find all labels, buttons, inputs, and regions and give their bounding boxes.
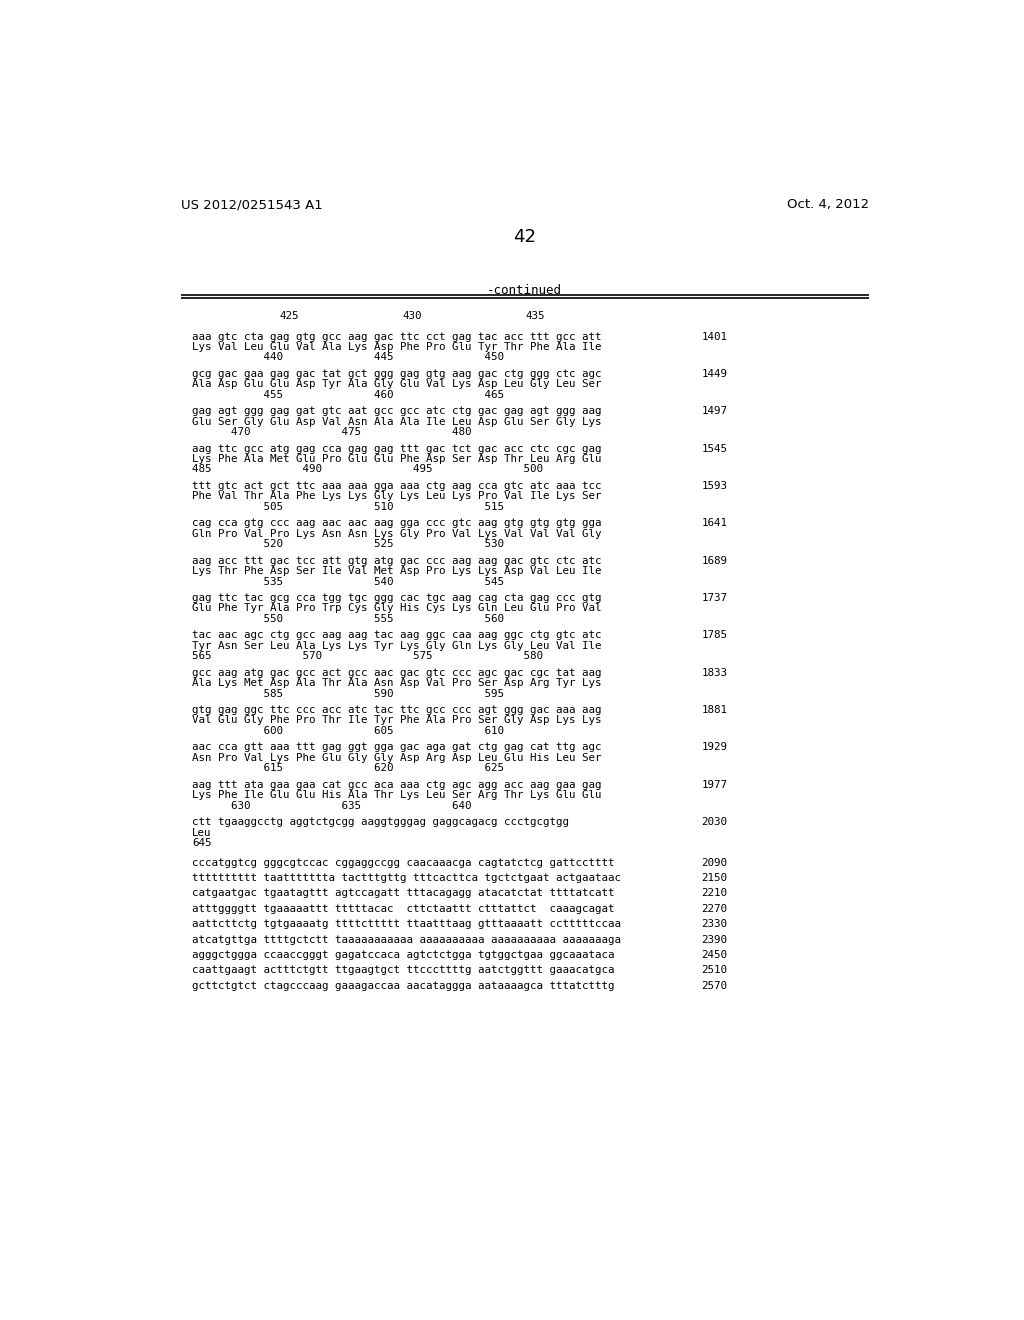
Text: aattcttctg tgtgaaaatg ttttcttttt ttaatttaag gtttaaaatt cctttttccaa: aattcttctg tgtgaaaatg ttttcttttt ttaattt… xyxy=(193,919,622,929)
Text: Leu: Leu xyxy=(193,828,212,837)
Text: -continued: -continued xyxy=(487,284,562,297)
Text: 425: 425 xyxy=(280,312,299,321)
Text: 42: 42 xyxy=(513,227,537,246)
Text: 520              525              530: 520 525 530 xyxy=(193,539,505,549)
Text: 440              445              450: 440 445 450 xyxy=(193,352,505,363)
Text: Asn Pro Val Lys Phe Glu Gly Gly Asp Arg Asp Leu Glu His Leu Ser: Asn Pro Val Lys Phe Glu Gly Gly Asp Arg … xyxy=(193,752,602,763)
Text: atttggggtt tgaaaaattt tttttacac  cttctaattt ctttattct  caaagcagat: atttggggtt tgaaaaattt tttttacac cttctaat… xyxy=(193,904,614,913)
Text: 1641: 1641 xyxy=(701,519,727,528)
Text: caattgaagt actttctgtt ttgaagtgct ttcccttttg aatctggttt gaaacatgca: caattgaagt actttctgtt ttgaagtgct ttccctt… xyxy=(193,965,614,975)
Text: 645: 645 xyxy=(193,838,212,847)
Text: Lys Val Leu Glu Val Ala Lys Asp Phe Pro Glu Tyr Thr Phe Ala Ile: Lys Val Leu Glu Val Ala Lys Asp Phe Pro … xyxy=(193,342,602,352)
Text: aag acc ttt gac tcc att gtg atg gac ccc aag aag gac gtc ctc atc: aag acc ttt gac tcc att gtg atg gac ccc … xyxy=(193,556,602,566)
Text: Val Glu Gly Phe Pro Thr Ile Tyr Phe Ala Pro Ser Gly Asp Lys Lys: Val Glu Gly Phe Pro Thr Ile Tyr Phe Ala … xyxy=(193,715,602,726)
Text: atcatgttga ttttgctctt taaaaaaaaaaa aaaaaaaaaa aaaaaaaaaa aaaaaaaga: atcatgttga ttttgctctt taaaaaaaaaaa aaaaa… xyxy=(193,935,622,945)
Text: gcttctgtct ctagcccaag gaaagaccaa aacataggga aataaaagca tttatctttg: gcttctgtct ctagcccaag gaaagaccaa aacatag… xyxy=(193,981,614,991)
Text: 600              605              610: 600 605 610 xyxy=(193,726,505,735)
Text: 2030: 2030 xyxy=(701,817,727,828)
Text: Phe Val Thr Ala Phe Lys Lys Gly Lys Leu Lys Pro Val Ile Lys Ser: Phe Val Thr Ala Phe Lys Lys Gly Lys Leu … xyxy=(193,491,602,502)
Text: tac aac agc ctg gcc aag aag tac aag ggc caa aag ggc ctg gtc atc: tac aac agc ctg gcc aag aag tac aag ggc … xyxy=(193,631,602,640)
Text: 485              490              495              500: 485 490 495 500 xyxy=(193,465,544,474)
Text: aag ttc gcc atg gag cca gag gag ttt gac tct gac acc ctc cgc gag: aag ttc gcc atg gag cca gag gag ttt gac … xyxy=(193,444,602,454)
Text: 505              510              515: 505 510 515 xyxy=(193,502,505,512)
Text: 1881: 1881 xyxy=(701,705,727,715)
Text: 535              540              545: 535 540 545 xyxy=(193,577,505,586)
Text: aac cca gtt aaa ttt gag ggt gga gac aga gat ctg gag cat ttg agc: aac cca gtt aaa ttt gag ggt gga gac aga … xyxy=(193,742,602,752)
Text: 2270: 2270 xyxy=(701,904,727,913)
Text: 435: 435 xyxy=(525,312,545,321)
Text: 2390: 2390 xyxy=(701,935,727,945)
Text: 1833: 1833 xyxy=(701,668,727,677)
Text: cag cca gtg ccc aag aac aac aag gga ccc gtc aag gtg gtg gtg gga: cag cca gtg ccc aag aac aac aag gga ccc … xyxy=(193,519,602,528)
Text: ttt gtc act gct ttc aaa aaa gga aaa ctg aag cca gtc atc aaa tcc: ttt gtc act gct ttc aaa aaa gga aaa ctg … xyxy=(193,480,602,491)
Text: Glu Ser Gly Glu Asp Val Asn Ala Ala Ile Leu Asp Glu Ser Gly Lys: Glu Ser Gly Glu Asp Val Asn Ala Ala Ile … xyxy=(193,417,602,426)
Text: 2090: 2090 xyxy=(701,858,727,867)
Text: 1689: 1689 xyxy=(701,556,727,566)
Text: gag agt ggg gag gat gtc aat gcc gcc atc ctg gac gag agt ggg aag: gag agt ggg gag gat gtc aat gcc gcc atc … xyxy=(193,407,602,416)
Text: 1785: 1785 xyxy=(701,631,727,640)
Text: 1593: 1593 xyxy=(701,480,727,491)
Text: Lys Thr Phe Asp Ser Ile Val Met Asp Pro Lys Lys Asp Val Leu Ile: Lys Thr Phe Asp Ser Ile Val Met Asp Pro … xyxy=(193,566,602,576)
Text: 430: 430 xyxy=(402,312,422,321)
Text: 550              555              560: 550 555 560 xyxy=(193,614,505,624)
Text: 1737: 1737 xyxy=(701,593,727,603)
Text: ctt tgaaggcctg aggtctgcgg aaggtgggag gaggcagacg ccctgcgtgg: ctt tgaaggcctg aggtctgcgg aaggtgggag gag… xyxy=(193,817,569,828)
Text: 1545: 1545 xyxy=(701,444,727,454)
Text: 470              475              480: 470 475 480 xyxy=(193,428,472,437)
Text: 2150: 2150 xyxy=(701,873,727,883)
Text: 1977: 1977 xyxy=(701,780,727,789)
Text: gcg gac gaa gag gac tat gct ggg gag gtg aag gac ctg ggg ctc agc: gcg gac gaa gag gac tat gct ggg gag gtg … xyxy=(193,370,602,379)
Text: agggctggga ccaaccgggt gagatccaca agtctctgga tgtggctgaa ggcaaataca: agggctggga ccaaccgggt gagatccaca agtctct… xyxy=(193,950,614,960)
Text: 2570: 2570 xyxy=(701,981,727,991)
Text: cccatggtcg gggcgtccac cggaggccgg caacaaacga cagtatctcg gattcctttt: cccatggtcg gggcgtccac cggaggccgg caacaaa… xyxy=(193,858,614,867)
Text: tttttttttt taattttttta tactttgttg tttcacttca tgctctgaat actgaataac: tttttttttt taattttttta tactttgttg tttcac… xyxy=(193,873,622,883)
Text: gtg gag ggc ttc ccc acc atc tac ttc gcc ccc agt ggg gac aaa aag: gtg gag ggc ttc ccc acc atc tac ttc gcc … xyxy=(193,705,602,715)
Text: Ala Lys Met Asp Ala Thr Ala Asn Asp Val Pro Ser Asp Arg Tyr Lys: Ala Lys Met Asp Ala Thr Ala Asn Asp Val … xyxy=(193,678,602,688)
Text: Ala Asp Glu Glu Asp Tyr Ala Gly Glu Val Lys Asp Leu Gly Leu Ser: Ala Asp Glu Glu Asp Tyr Ala Gly Glu Val … xyxy=(193,379,602,389)
Text: 455              460              465: 455 460 465 xyxy=(193,389,505,400)
Text: gcc aag atg gac gcc act gcc aac gac gtc ccc agc gac cgc tat aag: gcc aag atg gac gcc act gcc aac gac gtc … xyxy=(193,668,602,677)
Text: Glu Phe Tyr Ala Pro Trp Cys Gly His Cys Lys Gln Leu Glu Pro Val: Glu Phe Tyr Ala Pro Trp Cys Gly His Cys … xyxy=(193,603,602,614)
Text: Oct. 4, 2012: Oct. 4, 2012 xyxy=(786,198,869,211)
Text: gag ttc tac gcg cca tgg tgc ggg cac tgc aag cag cta gag ccc gtg: gag ttc tac gcg cca tgg tgc ggg cac tgc … xyxy=(193,593,602,603)
Text: Tyr Asn Ser Leu Ala Lys Lys Tyr Lys Gly Gln Lys Gly Leu Val Ile: Tyr Asn Ser Leu Ala Lys Lys Tyr Lys Gly … xyxy=(193,640,602,651)
Text: 2330: 2330 xyxy=(701,919,727,929)
Text: 565              570              575              580: 565 570 575 580 xyxy=(193,651,544,661)
Text: 585              590              595: 585 590 595 xyxy=(193,689,505,698)
Text: US 2012/0251543 A1: US 2012/0251543 A1 xyxy=(180,198,323,211)
Text: catgaatgac tgaatagttt agtccagatt tttacagagg atacatctat ttttatcatt: catgaatgac tgaatagttt agtccagatt tttacag… xyxy=(193,888,614,899)
Text: 1449: 1449 xyxy=(701,370,727,379)
Text: Lys Phe Ile Glu Glu His Ala Thr Lys Leu Ser Arg Thr Lys Glu Glu: Lys Phe Ile Glu Glu His Ala Thr Lys Leu … xyxy=(193,791,602,800)
Text: 1929: 1929 xyxy=(701,742,727,752)
Text: 1401: 1401 xyxy=(701,331,727,342)
Text: aaa gtc cta gag gtg gcc aag gac ttc cct gag tac acc ttt gcc att: aaa gtc cta gag gtg gcc aag gac ttc cct … xyxy=(193,331,602,342)
Text: 2510: 2510 xyxy=(701,965,727,975)
Text: 2450: 2450 xyxy=(701,950,727,960)
Text: 630              635              640: 630 635 640 xyxy=(193,800,472,810)
Text: Gln Pro Val Pro Lys Asn Asn Lys Gly Pro Val Lys Val Val Val Gly: Gln Pro Val Pro Lys Asn Asn Lys Gly Pro … xyxy=(193,529,602,539)
Text: Lys Phe Ala Met Glu Pro Glu Glu Phe Asp Ser Asp Thr Leu Arg Glu: Lys Phe Ala Met Glu Pro Glu Glu Phe Asp … xyxy=(193,454,602,465)
Text: 2210: 2210 xyxy=(701,888,727,899)
Text: 1497: 1497 xyxy=(701,407,727,416)
Text: 615              620              625: 615 620 625 xyxy=(193,763,505,774)
Text: aag ttt ata gaa gaa cat gcc aca aaa ctg agc agg acc aag gaa gag: aag ttt ata gaa gaa cat gcc aca aaa ctg … xyxy=(193,780,602,789)
